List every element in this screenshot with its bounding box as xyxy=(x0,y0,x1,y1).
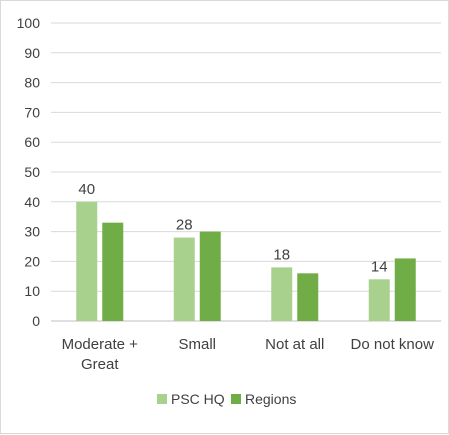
y-tick-label: 30 xyxy=(24,224,40,240)
x-tick-label: Do not know xyxy=(351,336,435,353)
y-tick-label: 80 xyxy=(24,75,40,91)
data-label: 28 xyxy=(176,217,193,234)
y-tick-label: 50 xyxy=(24,164,40,180)
legend-swatch xyxy=(231,394,241,404)
bar-regions xyxy=(199,231,221,321)
x-tick-label: Small xyxy=(178,336,216,353)
bar-psc-hq xyxy=(271,267,293,321)
x-tick-label: Not at all xyxy=(265,336,324,353)
y-tick-label: 10 xyxy=(24,283,40,299)
x-tick-label: Moderate + xyxy=(62,336,139,353)
bar-psc-hq xyxy=(368,279,390,321)
bar-regions xyxy=(102,222,124,321)
y-tick-label: 60 xyxy=(24,134,40,150)
bar-regions xyxy=(394,258,416,321)
legend-label: PSC HQ xyxy=(171,391,225,407)
y-tick-label: 40 xyxy=(24,194,40,210)
legend-label: Regions xyxy=(245,391,296,407)
data-label: 40 xyxy=(78,181,95,198)
legend-swatch xyxy=(157,394,167,404)
bar-psc-hq xyxy=(173,237,195,321)
data-label: 14 xyxy=(371,258,388,275)
y-tick-label: 70 xyxy=(24,104,40,120)
x-tick-label: Great xyxy=(81,356,119,373)
y-tick-label: 100 xyxy=(17,15,41,31)
y-tick-label: 20 xyxy=(24,253,40,269)
y-tick-label: 90 xyxy=(24,45,40,61)
y-tick-label: 0 xyxy=(32,313,40,329)
bar-psc-hq xyxy=(76,201,98,321)
bar-regions xyxy=(297,273,319,321)
data-label: 18 xyxy=(273,246,290,263)
